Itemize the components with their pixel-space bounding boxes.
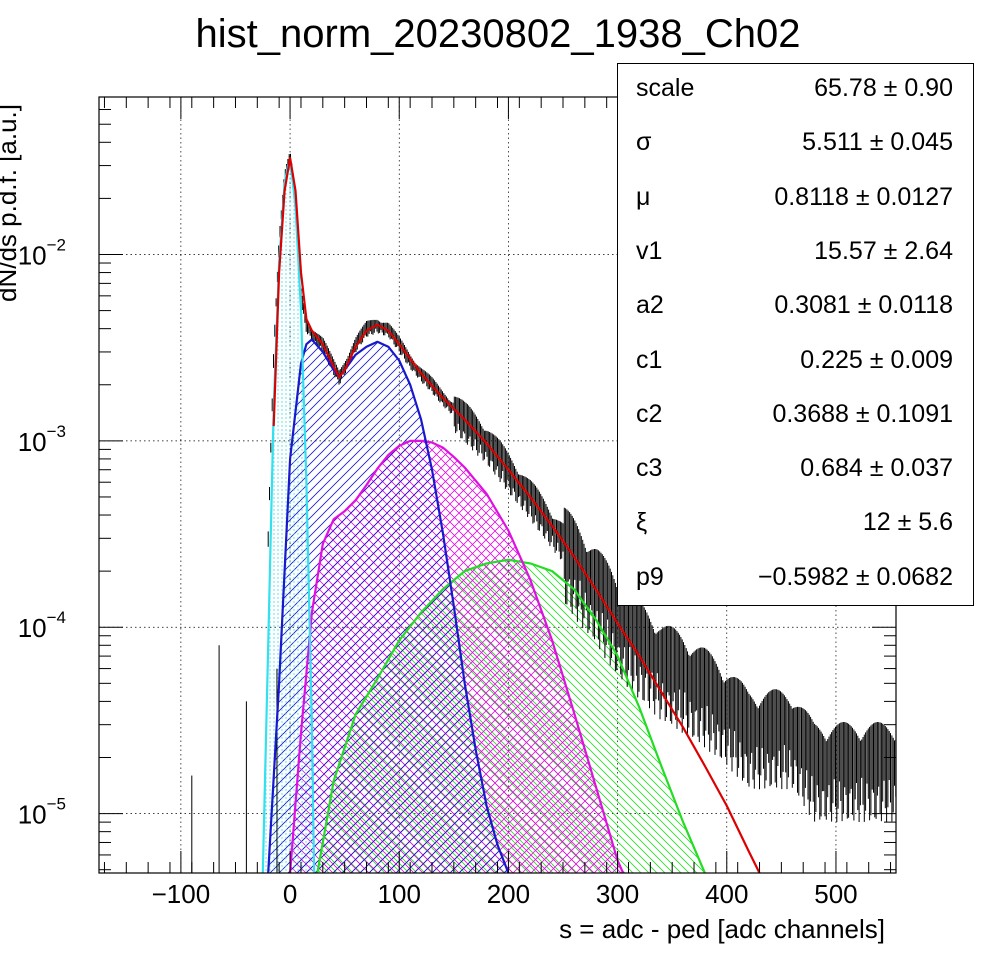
fit-curves xyxy=(261,156,761,873)
y-axis-title: dN/ds p.d.f. [a.u.] xyxy=(0,104,22,302)
curve-total xyxy=(272,156,761,873)
y-tick-exponent: −5 xyxy=(47,795,66,814)
y-tick-base: 10 xyxy=(18,240,47,270)
stat-row: c2 0.3688 ± 0.1091 xyxy=(618,390,973,444)
stat-value: 5.511 ± 0.045 xyxy=(802,128,953,157)
x-tick-label: 0 xyxy=(283,879,297,909)
stat-name: p9 xyxy=(636,562,664,591)
y-tick-exponent: −3 xyxy=(47,422,66,441)
chart-title: hist_norm_20230802_1938_Ch02 xyxy=(195,12,801,56)
stat-value: 65.78 ± 0.90 xyxy=(814,74,953,102)
x-tick-label: −100 xyxy=(152,879,211,909)
x-tick-label: 300 xyxy=(596,879,639,909)
stat-value: 0.684 ± 0.037 xyxy=(800,454,953,483)
stat-name: scale xyxy=(636,74,695,102)
curve-pe1 xyxy=(267,338,510,873)
curve-pe3 xyxy=(316,558,706,873)
y-tick-label: 10−2 xyxy=(18,235,66,270)
stat-name: a2 xyxy=(636,291,664,320)
curve-pe2 xyxy=(289,439,625,873)
stat-value: 12 ± 5.6 xyxy=(862,508,953,537)
stat-name: ξ xyxy=(636,508,648,537)
stat-row: v1 15.57 ± 2.64 xyxy=(618,227,973,281)
stat-row: scale 65.78 ± 0.90 xyxy=(618,64,973,118)
stat-name: v1 xyxy=(636,236,663,265)
stat-row: c3 0.684 ± 0.037 xyxy=(618,444,973,498)
fill-pe1 xyxy=(268,339,509,873)
stat-value: −0.5982 ± 0.0682 xyxy=(757,562,953,591)
y-tick-exponent: −4 xyxy=(47,608,66,627)
stat-row: p9 −0.5982 ± 0.0682 xyxy=(618,553,973,607)
stat-row: a2 0.3081 ± 0.0118 xyxy=(618,281,973,335)
y-tick-base: 10 xyxy=(18,613,47,643)
stat-name: μ xyxy=(636,182,651,211)
y-tick-label: 10−5 xyxy=(18,795,66,830)
stat-row: ξ 12 ± 5.6 xyxy=(618,498,973,552)
stat-value: 0.225 ± 0.009 xyxy=(800,345,953,374)
x-tick-label: 500 xyxy=(814,879,857,909)
x-tick-label: 400 xyxy=(705,879,748,909)
stat-row: c1 0.225 ± 0.009 xyxy=(618,336,973,390)
stat-name: σ xyxy=(636,128,652,157)
x-tick-labels: −100 0 100 200 300 400 500 xyxy=(152,879,858,909)
x-tick-label: 100 xyxy=(378,879,421,909)
y-tick-exponent: −2 xyxy=(47,235,66,254)
y-tick-label: 10−4 xyxy=(18,608,66,643)
x-axis-title: s = adc - ped [adc channels] xyxy=(559,914,885,944)
stat-row: σ 5.511 ± 0.045 xyxy=(618,118,973,172)
stat-name: c3 xyxy=(636,454,663,483)
stat-name: c2 xyxy=(636,399,663,428)
y-tick-base: 10 xyxy=(18,427,47,457)
stat-row: μ 0.8118 ± 0.0127 xyxy=(618,173,973,227)
data-histogram xyxy=(191,153,896,873)
y-tick-label: 10−3 xyxy=(18,422,66,457)
stat-value: 0.3688 ± 0.1091 xyxy=(772,399,953,428)
stat-name: c1 xyxy=(636,345,663,374)
y-tick-base: 10 xyxy=(18,800,47,830)
stat-value: 0.3081 ± 0.0118 xyxy=(774,291,953,320)
y-tick-labels: 10−510−410−310−2 xyxy=(18,235,66,829)
x-tick-label: 200 xyxy=(487,879,530,909)
fit-statistics-box: scale 65.78 ± 0.90 σ 5.511 ± 0.045 μ 0.8118 ±… xyxy=(617,63,974,606)
stat-value: 0.8118 ± 0.0127 xyxy=(774,182,953,211)
stat-value: 15.57 ± 2.64 xyxy=(814,236,953,265)
